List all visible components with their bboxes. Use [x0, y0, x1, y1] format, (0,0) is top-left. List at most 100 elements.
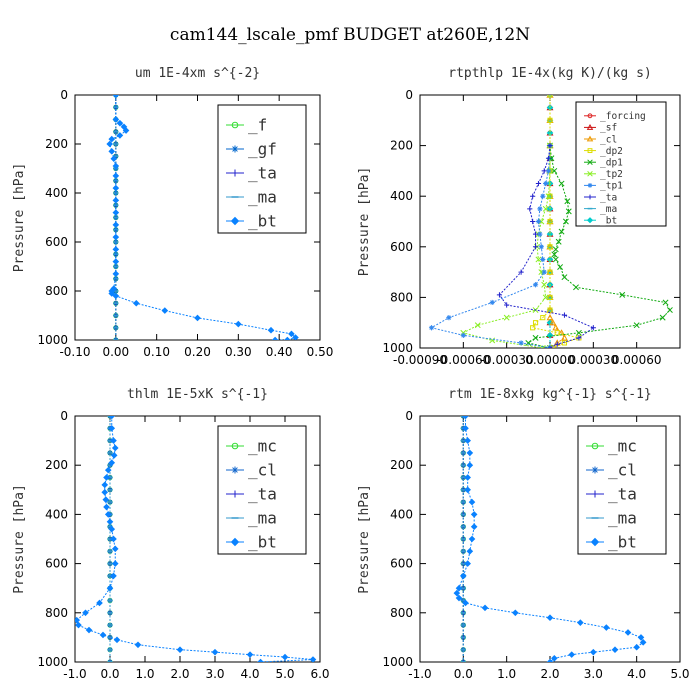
- data-point: [541, 281, 548, 288]
- data-point: [281, 653, 289, 661]
- x-tick-label: 2.0: [170, 667, 189, 681]
- y-tick-label: 800: [390, 606, 413, 620]
- series-line-bt: [76, 416, 314, 662]
- x-tick-label: -0.00030: [480, 353, 534, 367]
- x-tick-label: 0.0: [454, 667, 473, 681]
- legend-label: _tp2: [600, 169, 623, 180]
- data-point: [194, 314, 201, 322]
- panel-title: thlm 1E-5xK s^{-1}: [127, 387, 268, 402]
- data-point: [637, 634, 645, 641]
- x-tick-label: -1.0: [408, 667, 431, 681]
- data-point: [554, 341, 560, 347]
- data-point: [464, 486, 471, 494]
- data-point: [541, 269, 547, 275]
- data-point: [464, 560, 471, 567]
- x-tick-label: 0.40: [266, 345, 293, 359]
- data-point: [619, 291, 626, 298]
- data-point: [532, 282, 539, 288]
- x-tick-label: 4.0: [240, 667, 259, 681]
- data-point: [82, 609, 89, 617]
- data-point: [537, 206, 543, 212]
- x-tick-label: -0.10: [59, 345, 90, 359]
- data-point: [546, 614, 554, 622]
- legend-label: _ma: [248, 509, 277, 528]
- y-tick-label: 200: [390, 139, 413, 153]
- panel-title: rtm 1E-8xkg kg^{-1} s^{-1}: [448, 387, 652, 402]
- data-point: [176, 646, 184, 654]
- x-tick-label: 3.0: [584, 667, 603, 681]
- data-point: [453, 589, 461, 597]
- legend: _mc _cl _ta _ma _bt: [577, 425, 667, 555]
- data-point: [547, 95, 553, 98]
- y-tick-label: 200: [45, 137, 68, 151]
- data-point: [112, 95, 120, 99]
- data-point: [110, 437, 117, 444]
- data-point: [551, 167, 558, 174]
- y-tick-label: 0: [405, 409, 413, 423]
- data-point: [246, 651, 254, 658]
- x-tick-label: 1.0: [135, 667, 154, 681]
- figure-title: cam144_lscale_pmf BUDGET at260E,12N: [170, 25, 530, 45]
- data-point: [474, 322, 481, 329]
- data-point: [575, 329, 582, 336]
- y-tick-label: 400: [390, 189, 413, 203]
- legend-label: _dp1: [600, 158, 623, 169]
- data-point: [518, 340, 524, 346]
- legend-label: _sf: [600, 123, 617, 134]
- data-point: [576, 335, 582, 341]
- data-point: [161, 307, 169, 314]
- data-point: [116, 132, 124, 139]
- series-line-dp2: [531, 95, 581, 348]
- data-point: [537, 231, 543, 237]
- legend-label: _tp1: [600, 181, 623, 192]
- y-tick-label: 400: [45, 507, 68, 521]
- data-point: [111, 444, 119, 452]
- data-point: [546, 129, 554, 137]
- data-point: [110, 535, 117, 543]
- data-point: [547, 345, 553, 348]
- legend-label: _ma: [608, 509, 637, 528]
- x-tick-label: 3.0: [205, 667, 224, 681]
- y-tick-label: 1000: [37, 333, 68, 347]
- data-point: [611, 646, 619, 654]
- data-point: [470, 511, 478, 518]
- data-point: [532, 244, 539, 250]
- data-point: [535, 218, 542, 225]
- data-point: [466, 449, 474, 457]
- legend: _forcing_sf_cl_dp2_dp1_tp2_tp1_ta_ma_bt: [575, 101, 667, 227]
- legend-marker: [587, 171, 593, 177]
- y-tick-label: 400: [45, 186, 68, 200]
- legend-label: _mc: [608, 437, 637, 456]
- x-tick-label: 0.00030: [569, 353, 619, 367]
- y-axis-label: Pressure [hPa]: [357, 167, 372, 277]
- data-point: [113, 636, 121, 644]
- data-point: [532, 334, 539, 341]
- data-point: [624, 629, 632, 636]
- data-point: [110, 452, 118, 459]
- data-point: [539, 345, 546, 348]
- data-point: [101, 488, 109, 496]
- data-point: [112, 246, 120, 253]
- data-point: [462, 424, 469, 432]
- data-point: [538, 244, 544, 250]
- y-axis-label: Pressure [hPa]: [12, 163, 27, 273]
- data-point: [134, 641, 142, 649]
- data-point: [257, 658, 264, 662]
- data-point: [112, 209, 120, 216]
- data-point: [455, 594, 463, 602]
- chart-panel-1: um 1E-4xm s^{-2} Pressure [hPa] -0.10 0.00 0…: [12, 66, 333, 359]
- data-point: [116, 119, 124, 127]
- data-point: [558, 180, 565, 187]
- series-group: [75, 416, 317, 662]
- y-tick-label: 1000: [382, 655, 413, 669]
- x-tick-label: 4.0: [627, 667, 646, 681]
- data-point: [292, 334, 299, 340]
- data-point: [512, 609, 519, 617]
- data-point: [101, 481, 109, 489]
- data-point: [111, 560, 119, 567]
- data-point: [540, 256, 546, 263]
- data-point: [633, 643, 640, 651]
- legend-label: _cl: [248, 461, 277, 480]
- legend-label: _ta: [600, 192, 617, 203]
- legend-label: _f: [248, 116, 267, 135]
